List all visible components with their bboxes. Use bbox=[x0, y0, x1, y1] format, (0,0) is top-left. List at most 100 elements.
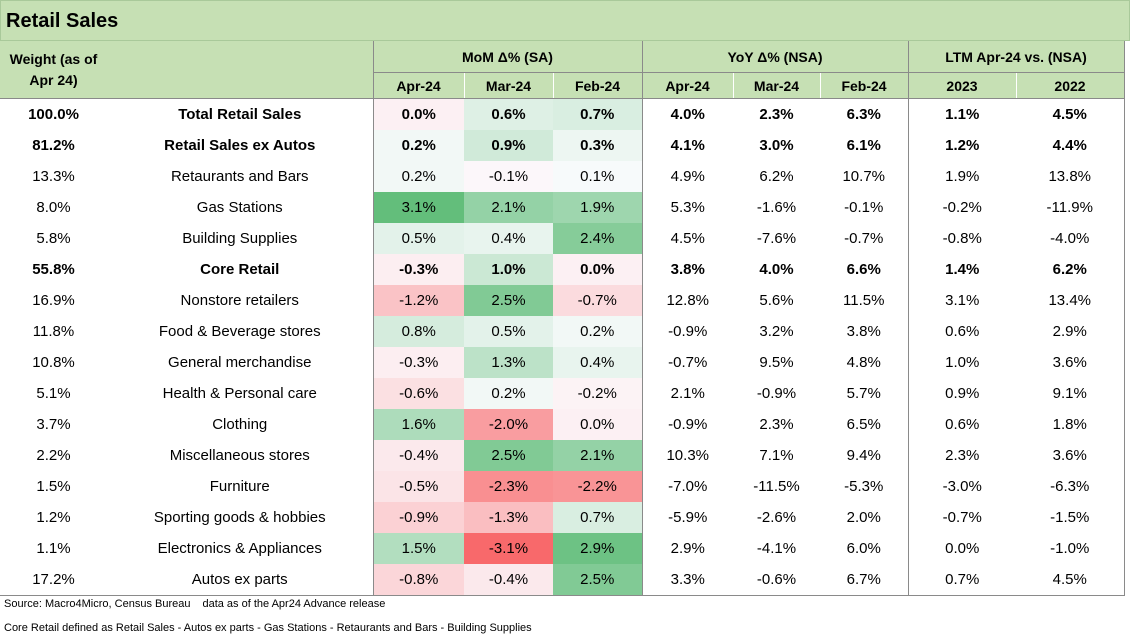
ltm-cell: 0.0% bbox=[945, 540, 980, 557]
mom-cell: 1.3% bbox=[464, 347, 553, 378]
weight-header-label: Weight (as of Apr 24) bbox=[9, 50, 98, 88]
yoy-cell: -4.1% bbox=[756, 540, 797, 557]
mom-cell: 0.2% bbox=[464, 378, 553, 409]
weight-cell: 17.2% bbox=[0, 564, 107, 596]
ltm-cell: 6.2% bbox=[1016, 254, 1125, 285]
mom-cell: 0.4% bbox=[553, 347, 643, 378]
ltm-cell: 4.5% bbox=[1016, 98, 1125, 130]
mom-cell: 0.3% bbox=[553, 130, 643, 161]
footer-as-of: data as of the Apr24 Advance release bbox=[202, 598, 386, 610]
page-title: Retail Sales bbox=[6, 10, 119, 32]
weight-cell: 81.2% bbox=[32, 137, 75, 154]
table-row: 1.5% Furniture -0.5% -2.3% -2.2% -7.0% -11.5% -… bbox=[0, 471, 1125, 502]
yoy-cell: -5.9% bbox=[668, 509, 708, 526]
table-row: 100.0% Total Retail Sales 0.0% 0.6% 0.7% 4.0%… bbox=[0, 98, 1125, 130]
mom-cell: 0.5% bbox=[464, 316, 553, 347]
mom-cell: 0.0% bbox=[553, 254, 643, 285]
mom-cell: 0.0% bbox=[553, 409, 643, 440]
ltm-cell: 1.0% bbox=[945, 354, 980, 371]
yoy-cell: 6.7% bbox=[820, 564, 909, 596]
yoy-cell: 6.3% bbox=[820, 98, 909, 130]
category-label: Health & Personal care bbox=[107, 378, 374, 409]
category-label: Clothing bbox=[107, 409, 374, 440]
title-bar: Retail Sales bbox=[0, 0, 1130, 41]
yoy-cell: 10.7% bbox=[820, 161, 909, 192]
table-row: 13.3% Retaurants and Bars 0.2% -0.1% 0.1% 4.9… bbox=[0, 161, 1125, 192]
weight-cell: 11.8% bbox=[32, 323, 75, 340]
mom-cell: -2.3% bbox=[464, 471, 553, 502]
mom-cell: 0.0% bbox=[373, 98, 464, 130]
ltm-group-header: LTM Apr-24 vs. (NSA) bbox=[908, 41, 1125, 73]
category-label: Nonstore retailers bbox=[107, 285, 374, 316]
yoy-group-header: YoY Δ% (NSA) bbox=[642, 41, 909, 73]
mom-cell: 3.1% bbox=[373, 192, 464, 223]
ltm-cell: 13.8% bbox=[1016, 161, 1125, 192]
category-label: Retaurants and Bars bbox=[107, 161, 374, 192]
yoy-cell: 2.3% bbox=[759, 416, 794, 433]
yoy-cell: 6.5% bbox=[820, 409, 909, 440]
mom-cell: -0.5% bbox=[373, 471, 464, 502]
table-row: 10.8% General merchandise -0.3% 1.3% 0.4% -0.… bbox=[0, 347, 1125, 378]
weight-cell: 3.7% bbox=[36, 416, 71, 433]
weight-cell: 100.0% bbox=[28, 106, 79, 123]
weight-cell: 16.9% bbox=[32, 292, 75, 309]
yoy-cell: -7.0% bbox=[668, 478, 708, 495]
ltm-cell: -3.0% bbox=[942, 478, 982, 495]
ltm-cell: 2.9% bbox=[1016, 316, 1125, 347]
table-row: 1.2% Sporting goods & hobbies -0.9% -1.3% 0.… bbox=[0, 502, 1125, 533]
yoy-cell: 10.3% bbox=[666, 447, 710, 464]
ltm-cell: 3.6% bbox=[1016, 440, 1125, 471]
weight-cell: 1.1% bbox=[36, 540, 71, 557]
mom-cell: 1.0% bbox=[464, 254, 553, 285]
table-row: 81.2% Retail Sales ex Autos 0.2% 0.9% 0.3% 4.… bbox=[0, 130, 1125, 161]
category-label: General merchandise bbox=[107, 347, 374, 378]
mom-cell: 2.5% bbox=[464, 285, 553, 316]
mom-cell: 2.9% bbox=[553, 533, 643, 564]
mom-cell: 2.1% bbox=[464, 192, 553, 223]
weight-cell: 1.5% bbox=[36, 478, 71, 495]
table-row: 2.2% Miscellaneous stores -0.4% 2.5% 2.1% 10.… bbox=[0, 440, 1125, 471]
mom-cell: 0.2% bbox=[373, 161, 464, 192]
ltm-cell: 3.1% bbox=[945, 292, 980, 309]
mom-group-header: MoM Δ% (SA) bbox=[373, 41, 643, 73]
weight-cell: 1.2% bbox=[36, 509, 71, 526]
yoy-cell: 4.0% bbox=[759, 261, 794, 278]
yoy-cell: 6.0% bbox=[820, 533, 909, 564]
mom-cell: -0.3% bbox=[373, 254, 464, 285]
table-row: 5.1% Health & Personal care -0.6% 0.2% -0.2%… bbox=[0, 378, 1125, 409]
yoy-cell: 6.6% bbox=[820, 254, 909, 285]
mom-cell: 0.4% bbox=[464, 223, 553, 254]
ltm-cell: 1.8% bbox=[1016, 409, 1125, 440]
ltm-cell: 0.7% bbox=[908, 564, 1016, 596]
mom-cell: -0.7% bbox=[553, 285, 643, 316]
ltm-cell: 1.9% bbox=[945, 168, 980, 185]
ltm-cell: -11.9% bbox=[1016, 192, 1125, 223]
table-row: 3.7% Clothing 1.6% -2.0% 0.0% -0.9% 2.3% 6.5% 0.… bbox=[0, 409, 1125, 440]
yoy-cell: -11.5% bbox=[753, 478, 800, 495]
yoy-cell: -1.6% bbox=[756, 199, 797, 216]
mom-cell: -0.3% bbox=[373, 347, 464, 378]
ltm-cell: 0.6% bbox=[945, 416, 980, 433]
weight-cell: 13.3% bbox=[32, 168, 75, 185]
weight-cell: 2.2% bbox=[36, 447, 71, 464]
category-label: Retail Sales ex Autos bbox=[107, 130, 374, 161]
ltm-cell: -1.0% bbox=[1016, 533, 1125, 564]
mom-cell: 2.5% bbox=[553, 564, 643, 596]
ltm-cell: 0.9% bbox=[945, 385, 980, 402]
mom-cell: 0.6% bbox=[464, 98, 553, 130]
yoy-cell: 6.1% bbox=[820, 130, 909, 161]
mom-cell: 1.6% bbox=[373, 409, 464, 440]
yoy-cell: -2.6% bbox=[756, 509, 797, 526]
footer-source: Source: Macro4Micro, Census Bureau bbox=[4, 598, 191, 610]
ltm-cell: 1.1% bbox=[945, 106, 980, 123]
yoy-cell: 5.3% bbox=[670, 199, 705, 216]
mom-cell: 0.1% bbox=[553, 161, 643, 192]
yoy-cell: -0.1% bbox=[820, 192, 909, 223]
col-header-yoy-feb: Feb-24 bbox=[819, 72, 909, 99]
yoy-cell: -0.9% bbox=[756, 385, 797, 402]
yoy-cell: 2.3% bbox=[759, 106, 794, 123]
yoy-cell: 5.7% bbox=[820, 378, 909, 409]
ltm-cell: 4.4% bbox=[1016, 130, 1125, 161]
mom-cell: 2.4% bbox=[553, 223, 643, 254]
category-label: Miscellaneous stores bbox=[107, 440, 374, 471]
